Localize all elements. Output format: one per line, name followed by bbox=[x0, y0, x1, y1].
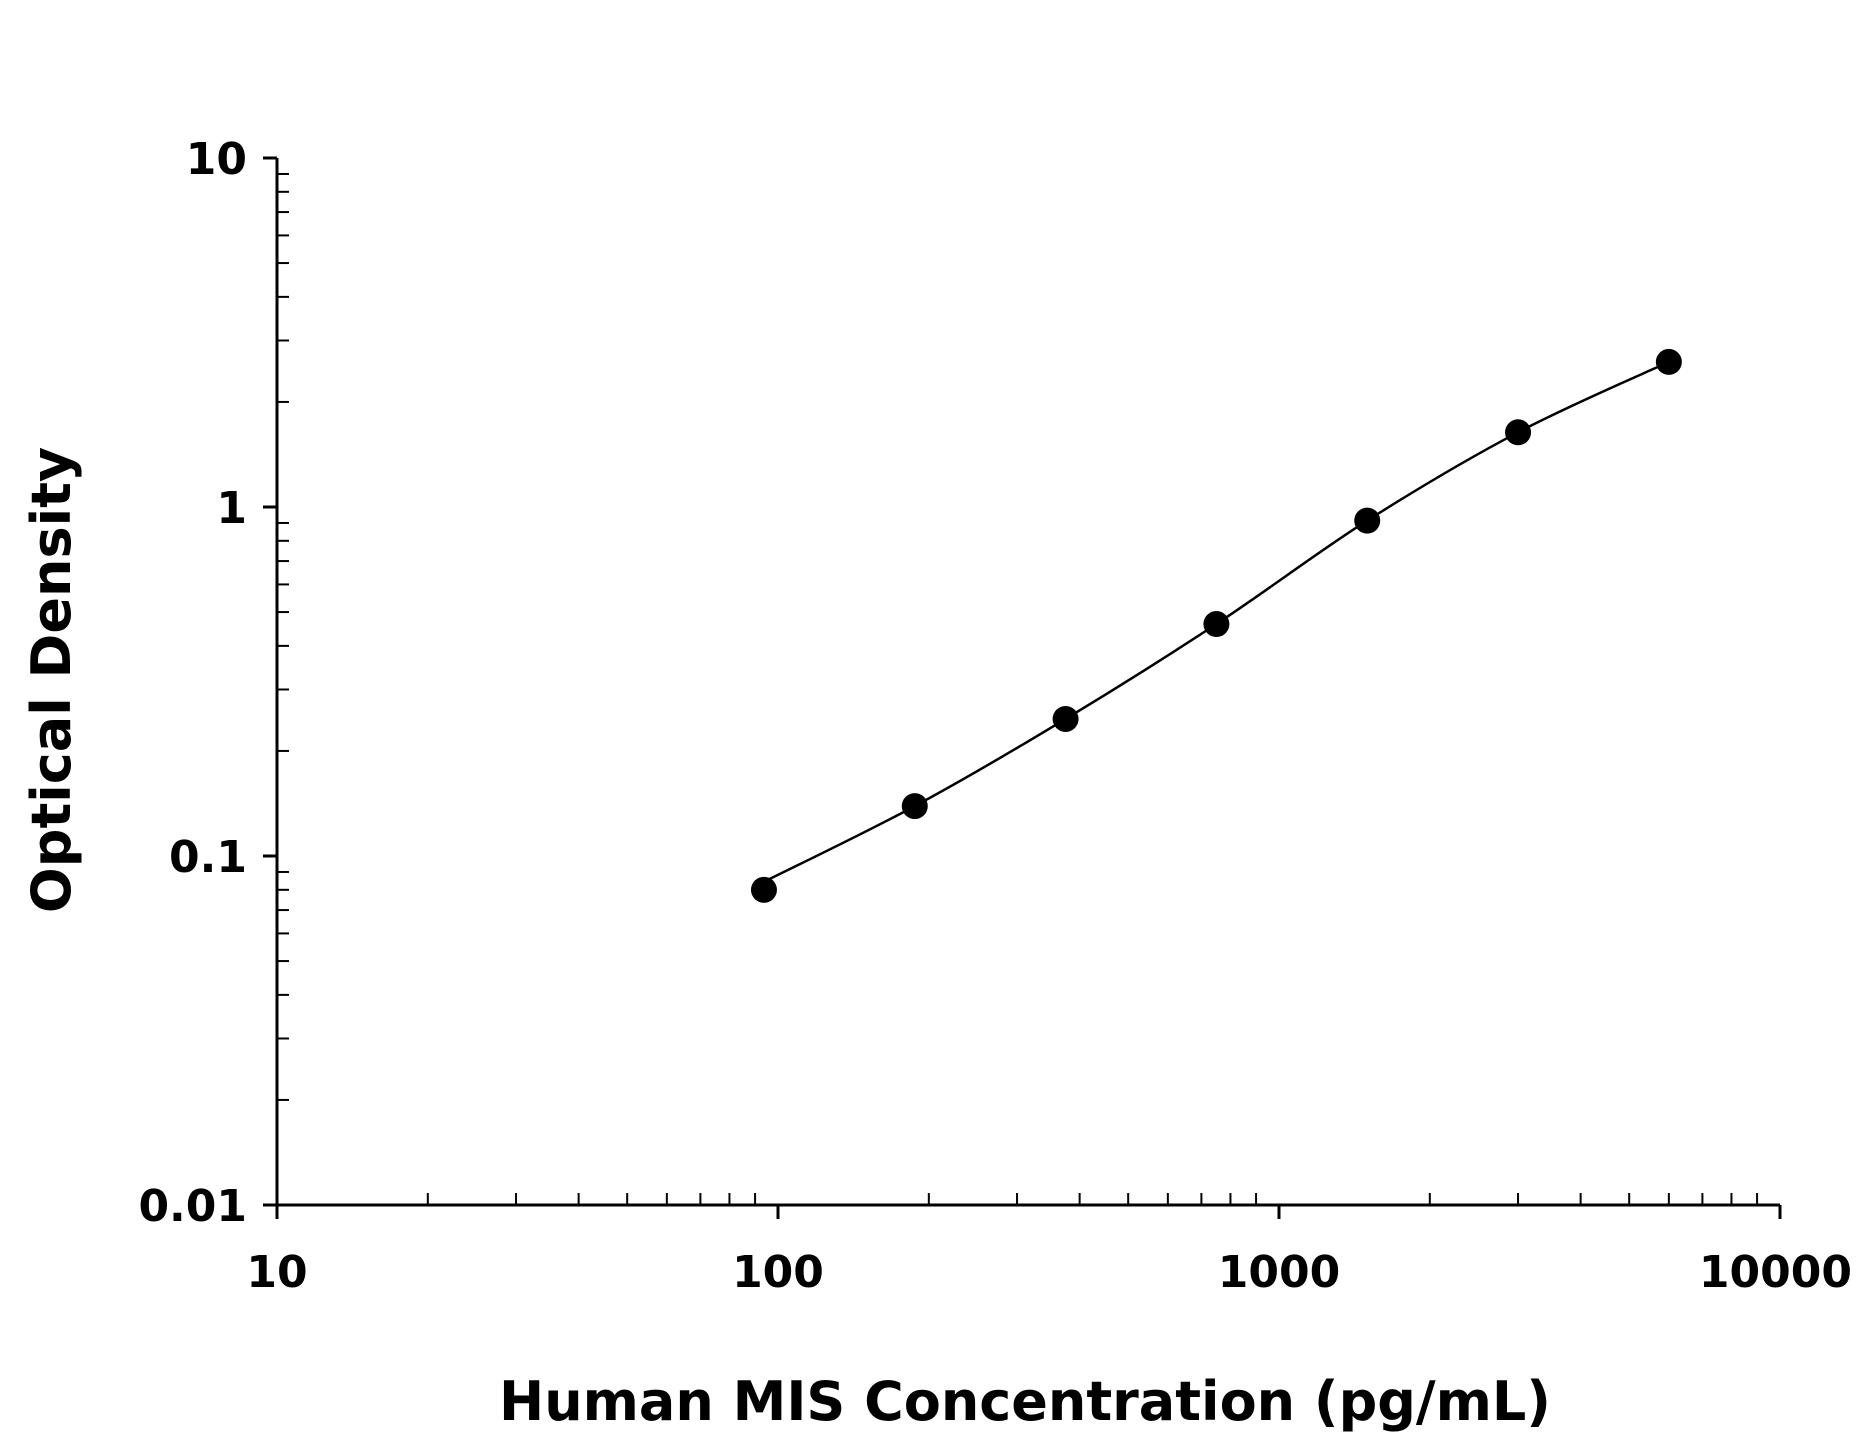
x-tick-label: 10000 bbox=[1699, 1247, 1852, 1298]
data-points bbox=[750, 348, 1682, 903]
x-tick-label: 100 bbox=[732, 1247, 824, 1298]
data-point bbox=[1052, 705, 1079, 732]
y-tick-label: 0.01 bbox=[138, 1181, 247, 1232]
x-tick-label: 1000 bbox=[1218, 1247, 1340, 1298]
x-axis-title: Human MIS Concentration (pg/mL) bbox=[499, 1370, 1551, 1433]
y-tick-label: 0.1 bbox=[169, 832, 247, 883]
y-tick-label: 10 bbox=[186, 134, 247, 185]
data-point bbox=[1203, 611, 1230, 638]
x-tick-label: 10 bbox=[246, 1247, 307, 1298]
y-tick-label: 1 bbox=[216, 483, 247, 534]
data-point bbox=[1505, 419, 1532, 446]
axes bbox=[275, 158, 1780, 1207]
tick-marks bbox=[263, 156, 1782, 1219]
y-axis-title: Optical Density bbox=[20, 447, 83, 913]
data-point bbox=[901, 793, 928, 820]
data-point bbox=[750, 876, 777, 903]
data-point bbox=[1354, 507, 1381, 534]
tick-labels: 0.01 0.1 1 10 10 100 1000 10000 bbox=[138, 134, 1852, 1298]
data-point bbox=[1655, 348, 1682, 375]
